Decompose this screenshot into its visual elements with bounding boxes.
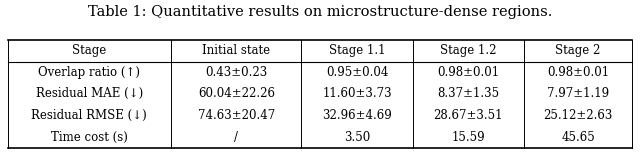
Text: /: / — [234, 131, 238, 144]
Text: Residual MAE (↓): Residual MAE (↓) — [36, 87, 143, 100]
Text: 3.50: 3.50 — [344, 131, 370, 144]
Text: 0.98±0.01: 0.98±0.01 — [547, 66, 609, 79]
Text: 7.97±1.19: 7.97±1.19 — [547, 87, 609, 100]
Text: Overlap ratio (↑): Overlap ratio (↑) — [38, 66, 140, 79]
Text: 8.37±1.35: 8.37±1.35 — [437, 87, 499, 100]
Text: Stage: Stage — [72, 44, 106, 57]
Text: Stage 2: Stage 2 — [556, 44, 601, 57]
Text: 25.12±2.63: 25.12±2.63 — [543, 109, 612, 122]
Text: 0.43±0.23: 0.43±0.23 — [205, 66, 268, 79]
Text: 0.95±0.04: 0.95±0.04 — [326, 66, 388, 79]
Text: 28.67±3.51: 28.67±3.51 — [433, 109, 503, 122]
Text: Residual RMSE (↓): Residual RMSE (↓) — [31, 109, 147, 122]
Text: Table 1: Quantitative results on microstructure-dense regions.: Table 1: Quantitative results on microst… — [88, 5, 552, 19]
Text: 45.65: 45.65 — [561, 131, 595, 144]
Text: 11.60±3.73: 11.60±3.73 — [323, 87, 392, 100]
Text: 74.63±20.47: 74.63±20.47 — [198, 109, 275, 122]
Text: 15.59: 15.59 — [451, 131, 485, 144]
Text: Stage 1.1: Stage 1.1 — [329, 44, 385, 57]
Text: 32.96±4.69: 32.96±4.69 — [322, 109, 392, 122]
Text: Initial state: Initial state — [202, 44, 270, 57]
Text: Time cost (s): Time cost (s) — [51, 131, 128, 144]
Text: Stage 1.2: Stage 1.2 — [440, 44, 497, 57]
Text: 0.98±0.01: 0.98±0.01 — [437, 66, 499, 79]
Text: 60.04±22.26: 60.04±22.26 — [198, 87, 275, 100]
